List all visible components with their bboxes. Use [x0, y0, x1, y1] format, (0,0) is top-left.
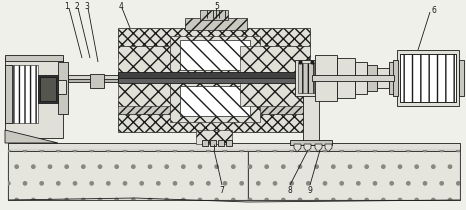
Bar — [118, 72, 310, 80]
Bar — [118, 46, 170, 76]
Text: 6: 6 — [432, 5, 437, 14]
Bar — [367, 65, 377, 91]
Bar — [240, 76, 310, 106]
Bar — [170, 82, 260, 122]
Bar — [68, 79, 312, 82]
Bar — [10, 65, 38, 123]
Bar — [210, 140, 216, 146]
Text: 2: 2 — [75, 1, 79, 11]
Bar — [355, 62, 367, 94]
Bar — [240, 46, 310, 76]
Polygon shape — [294, 144, 301, 152]
Bar — [5, 65, 12, 123]
Bar — [202, 140, 208, 146]
Bar — [58, 80, 66, 94]
Bar — [180, 86, 250, 116]
Bar — [240, 102, 310, 114]
Bar — [170, 36, 260, 76]
Polygon shape — [325, 144, 332, 152]
Bar — [240, 46, 310, 58]
Bar — [68, 75, 312, 81]
Bar — [389, 62, 397, 94]
Text: 8: 8 — [288, 185, 292, 194]
Bar — [337, 58, 355, 98]
Bar — [58, 62, 68, 114]
Bar — [400, 54, 456, 102]
Bar — [5, 55, 63, 61]
Bar — [118, 76, 170, 106]
Bar — [315, 55, 337, 101]
Bar — [185, 18, 247, 30]
Bar — [298, 63, 318, 93]
Polygon shape — [248, 150, 460, 200]
Polygon shape — [8, 150, 248, 200]
Text: 9: 9 — [308, 185, 312, 194]
Polygon shape — [315, 144, 322, 152]
Bar — [400, 54, 456, 102]
Bar — [40, 77, 56, 101]
Bar — [200, 10, 228, 20]
Bar — [295, 60, 321, 96]
Bar — [118, 46, 170, 58]
Bar — [118, 28, 310, 46]
Bar — [377, 68, 389, 88]
Bar — [397, 50, 459, 106]
Text: 5: 5 — [214, 1, 219, 11]
Bar — [38, 75, 58, 103]
Text: 4: 4 — [118, 1, 123, 11]
Polygon shape — [304, 144, 311, 152]
Bar — [5, 58, 63, 138]
Bar — [118, 102, 170, 114]
Bar — [118, 78, 310, 83]
Bar — [118, 114, 310, 132]
Bar — [8, 143, 460, 151]
Bar — [303, 95, 319, 145]
Bar — [393, 60, 398, 96]
Bar — [196, 130, 232, 144]
Bar — [290, 140, 332, 145]
Text: 3: 3 — [84, 1, 89, 11]
Polygon shape — [5, 130, 58, 143]
Bar — [90, 74, 104, 88]
Bar — [218, 140, 224, 146]
Bar — [459, 60, 464, 96]
Bar — [312, 75, 394, 81]
Text: 1: 1 — [65, 1, 69, 11]
Bar — [226, 140, 232, 146]
Bar — [180, 40, 250, 70]
Text: 7: 7 — [219, 185, 225, 194]
